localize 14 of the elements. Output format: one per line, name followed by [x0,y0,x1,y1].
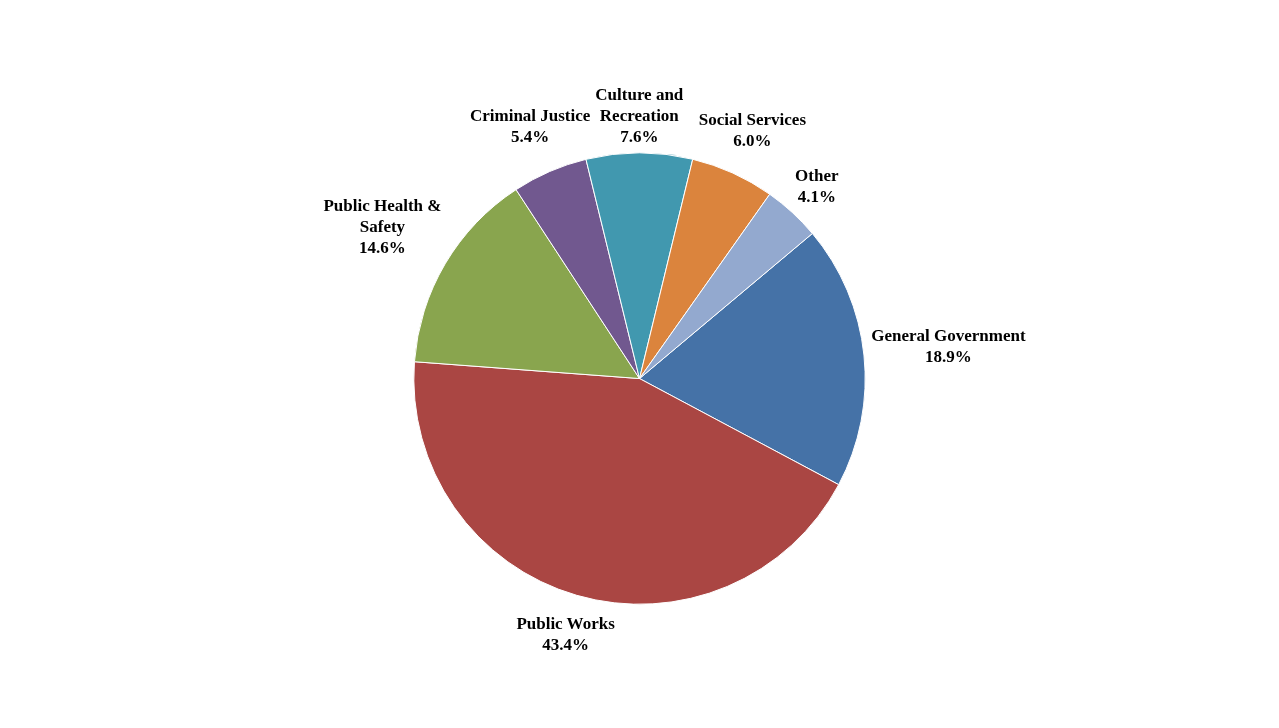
data-label: 43.4% [542,634,589,654]
slice-label: Other [795,165,839,185]
slice-label: Public Health & Safety [323,196,442,237]
data-label: 4.1% [797,186,836,206]
data-label: 5.4% [511,127,550,147]
slice-label: Criminal Justice [469,106,591,126]
slice-label: Culture and Recreation [595,84,684,125]
slice-label: General Government [871,326,1026,346]
data-label: 7.6% [620,126,659,146]
data-label: 18.9% [925,347,972,367]
slice-label: Public Works [516,613,616,633]
data-label: 6.0% [733,131,772,151]
data-label: 14.6% [359,238,406,258]
slice-label: Social Services [698,110,807,130]
